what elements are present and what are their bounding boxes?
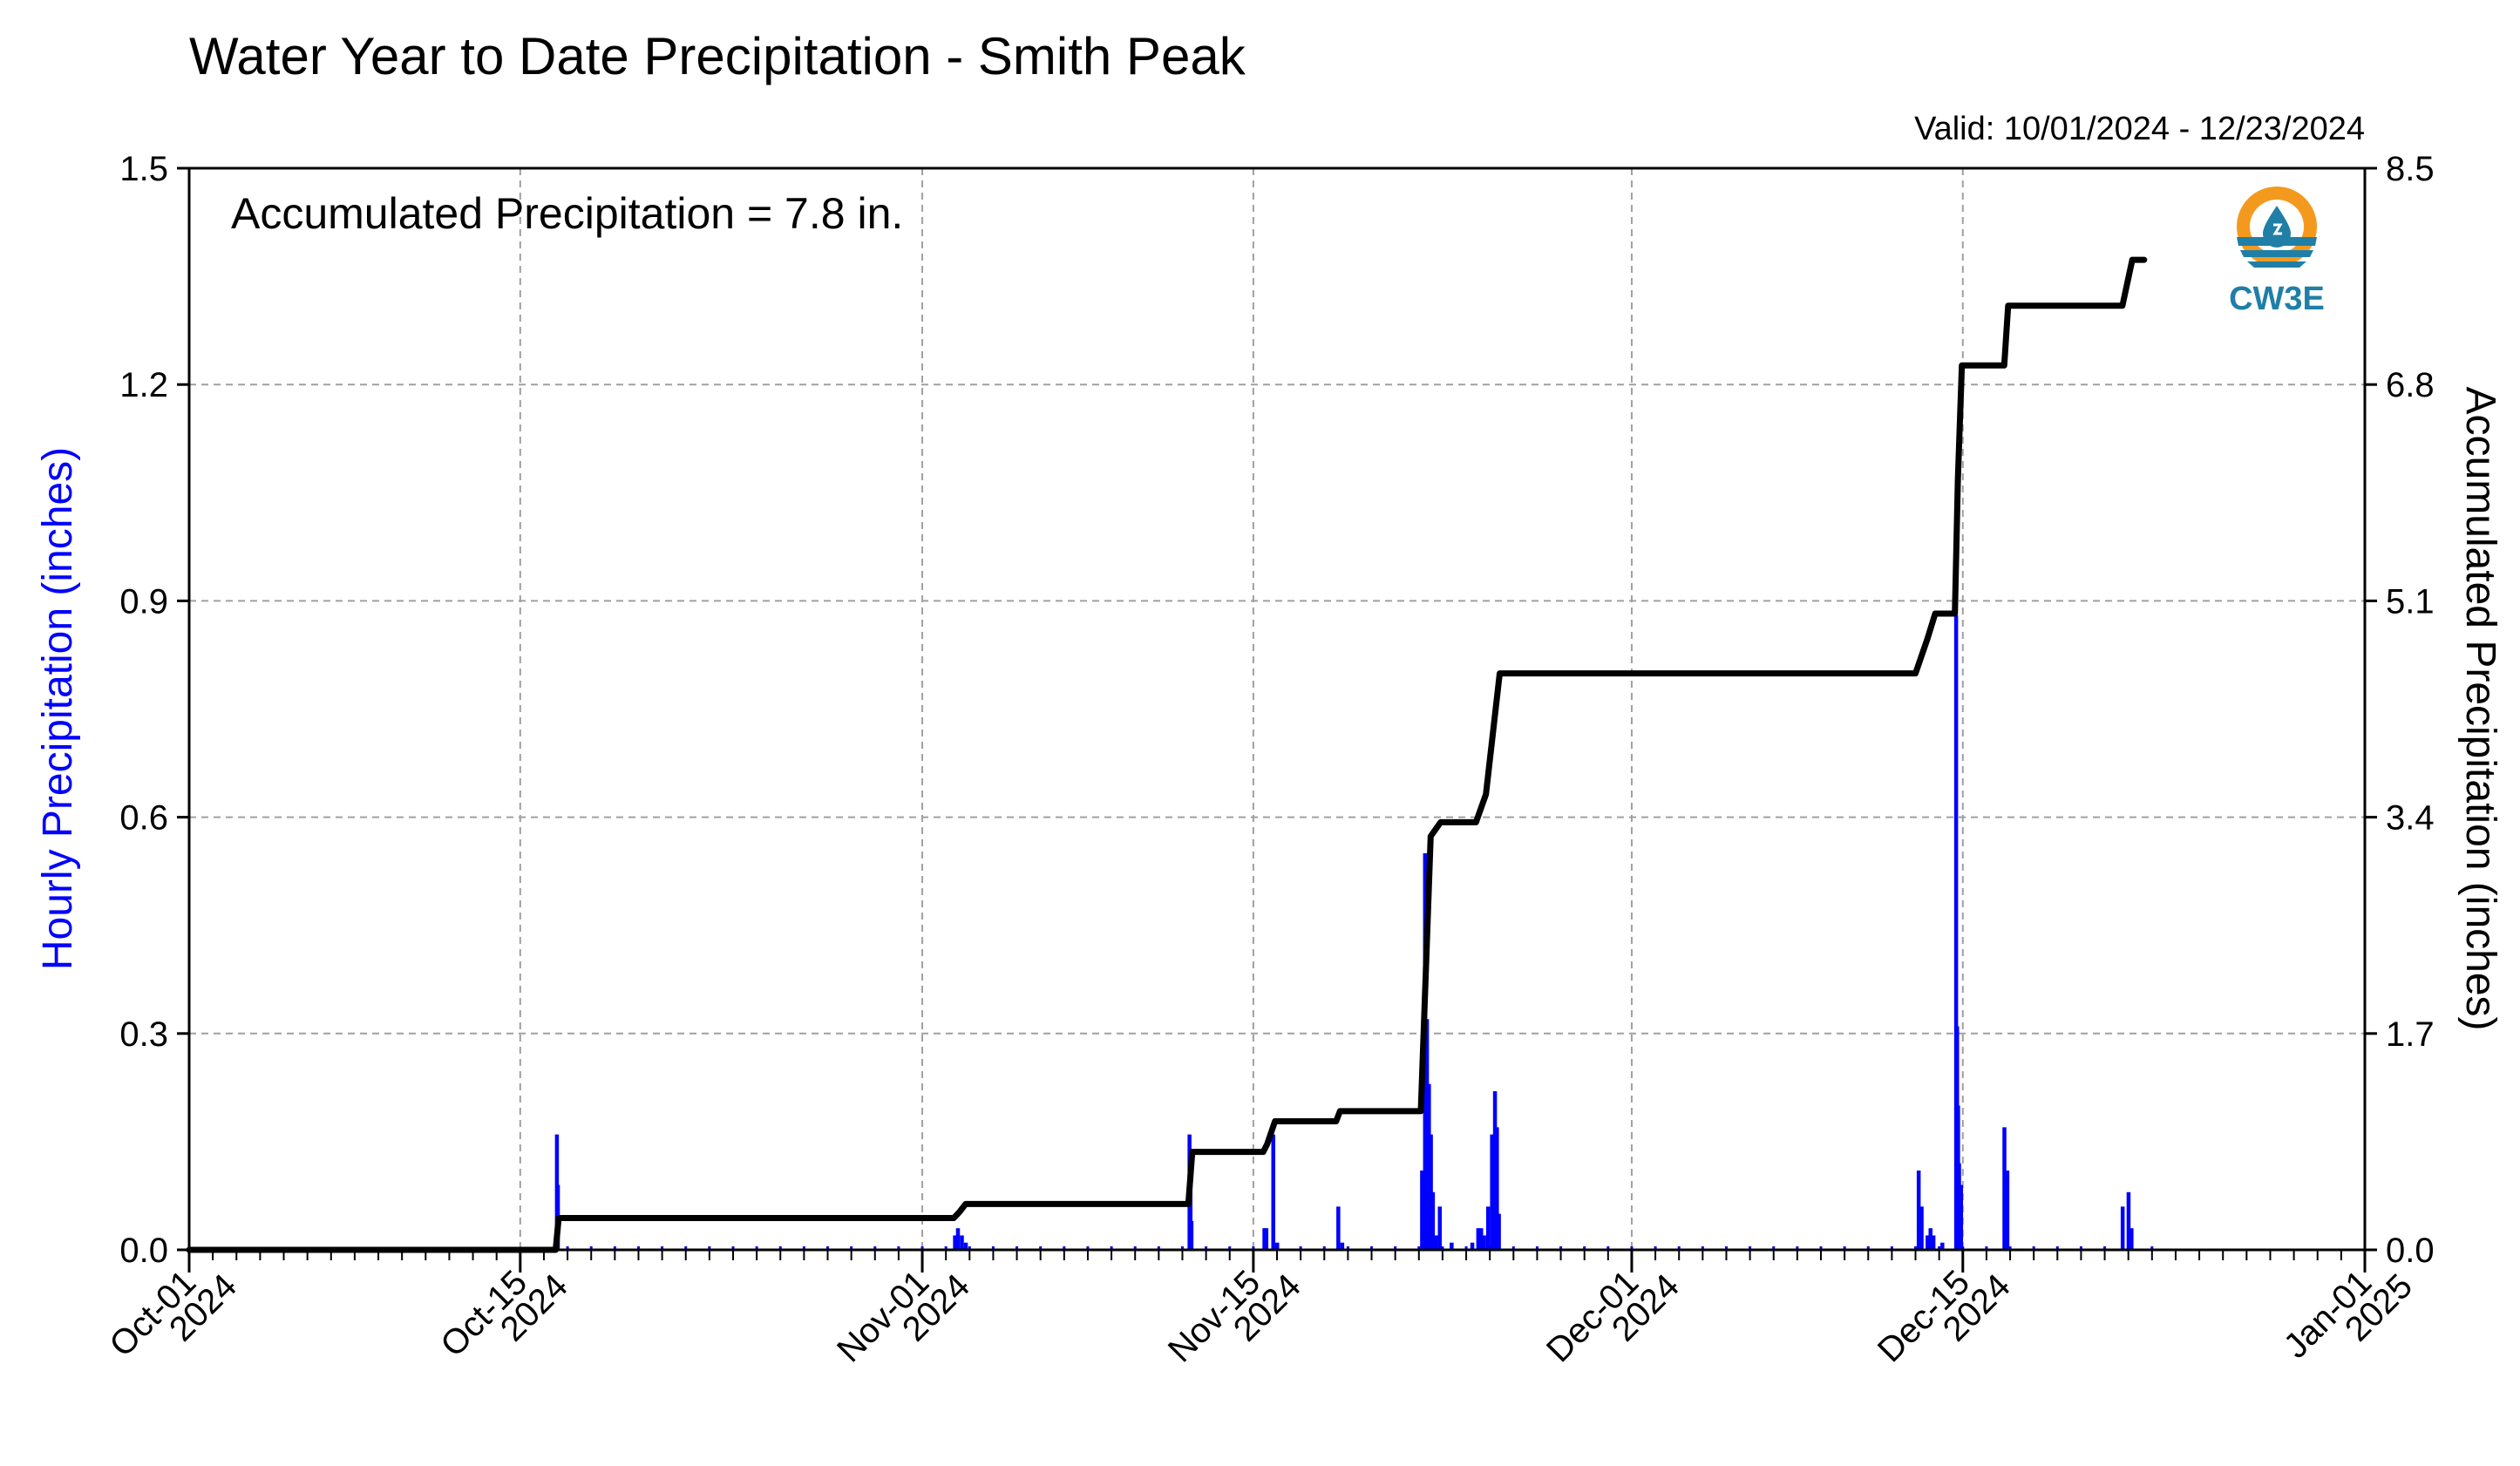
hourly-bar — [1479, 1228, 1484, 1250]
hourly-bar — [1482, 1235, 1486, 1250]
y-left-tick-label: 1.5 — [119, 150, 168, 188]
y-axis-right: 0.0 1.7 3.4 5.1 6.8 8.5 — [2365, 150, 2435, 1270]
plot-frame — [187, 166, 2367, 1252]
hourly-bar — [1188, 1178, 1193, 1250]
hourly-bar — [1470, 1242, 1475, 1250]
hourly-bar — [1434, 1235, 1438, 1250]
hourly-bar — [2005, 1170, 2010, 1250]
hourly-bar — [1420, 1170, 1424, 1250]
valid-date-range: Valid: 10/01/2024 - 12/23/2024 — [1914, 111, 2365, 147]
hourly-bar — [1916, 1170, 1921, 1250]
hourly-bar — [1495, 1127, 1499, 1250]
y-axis-left: 0.0 0.3 0.6 0.9 1.2 1.5 — [119, 150, 189, 1270]
y-left-tick-label: 0.6 — [119, 799, 168, 838]
hourly-bar — [963, 1242, 968, 1250]
hourly-bar — [1476, 1228, 1481, 1250]
y-left-tick-label: 0.9 — [119, 582, 168, 621]
hourly-precip-bars — [554, 614, 2134, 1250]
hourly-bar — [1492, 1090, 1498, 1250]
hourly-bar — [1957, 1163, 1961, 1250]
hourly-bar — [1919, 1206, 1924, 1250]
hourly-bar — [1189, 1220, 1194, 1250]
y-right-tick-label: 1.7 — [2386, 1015, 2435, 1054]
hourly-bar — [1931, 1235, 1936, 1250]
hourly-bar — [1490, 1134, 1494, 1250]
hourly-bar — [1336, 1206, 1341, 1250]
hourly-bar — [1953, 614, 1959, 1250]
y-right-tick-label: 6.8 — [2386, 366, 2435, 404]
chart-title: Water Year to Date Precipitation - Smith… — [189, 27, 1246, 85]
hourly-bar — [1429, 1134, 1433, 1250]
hourly-bar — [1264, 1228, 1269, 1250]
y-left-tick-label: 1.2 — [119, 366, 168, 404]
hourly-bar — [2120, 1206, 2125, 1250]
y-left-tick-label: 0.0 — [119, 1232, 168, 1270]
gridlines — [189, 168, 2365, 1250]
hourly-bar — [1340, 1242, 1345, 1250]
hourly-bar — [2126, 1191, 2131, 1250]
hourly-bar — [1430, 1191, 1436, 1250]
logo-text: CW3E — [2229, 281, 2325, 317]
hourly-bar — [960, 1235, 964, 1250]
hourly-bar — [2002, 1127, 2007, 1250]
hourly-bar — [1427, 1083, 1431, 1250]
hourly-bar — [953, 1235, 957, 1250]
y-right-tick-label: 5.1 — [2386, 582, 2435, 621]
hourly-bar — [1437, 1206, 1443, 1250]
hourly-bar — [1275, 1242, 1280, 1250]
hourly-bar — [1424, 1019, 1430, 1250]
hourly-bar — [2129, 1228, 2134, 1250]
y-right-tick-label: 8.5 — [2386, 150, 2435, 188]
y-axis-right-title: Accumulated Precipitation (inches) — [2457, 386, 2503, 1030]
hourly-bar — [1926, 1235, 1930, 1250]
hourly-bar — [1940, 1242, 1945, 1250]
hourly-bar — [1959, 1184, 1964, 1250]
hourly-bar — [955, 1228, 961, 1250]
hourly-bar — [1271, 1134, 1275, 1250]
hourly-bar — [1497, 1213, 1501, 1250]
y-right-tick-label: 3.4 — [2386, 799, 2435, 838]
y-axis-left-title: Hourly Precipitation (inches) — [35, 447, 81, 970]
hourly-bar — [1450, 1242, 1454, 1250]
cw3e-logo: CW3E — [2229, 187, 2325, 317]
hourly-bar — [1928, 1228, 1932, 1250]
hourly-bar — [1485, 1206, 1491, 1250]
accumulated-precip-line — [186, 256, 2148, 1253]
y-left-tick-label: 0.3 — [119, 1015, 168, 1054]
y-right-tick-label: 0.0 — [2386, 1232, 2435, 1270]
accumulated-total-annotation: Accumulated Precipitation = 7.8 in. — [231, 189, 903, 238]
hourly-bar — [1262, 1228, 1267, 1250]
